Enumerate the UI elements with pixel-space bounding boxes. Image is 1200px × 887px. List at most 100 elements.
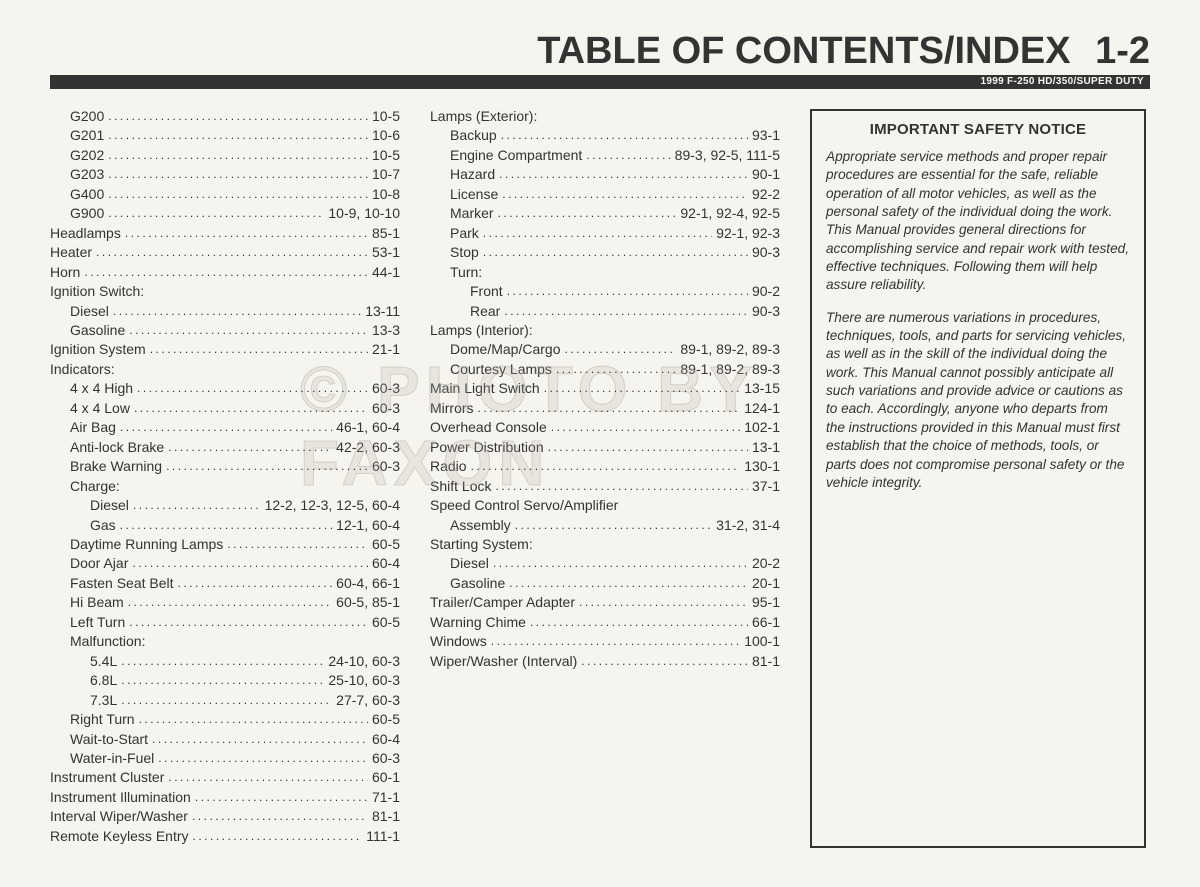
index-entry: Power Distribution 13-1 <box>430 440 780 454</box>
entry-page: 89-3, 92-5, 111-5 <box>675 148 780 162</box>
entry-label: Mirrors <box>430 401 474 415</box>
entry-label: 7.3L <box>90 693 117 707</box>
index-entry: G20110-6 <box>50 128 400 142</box>
index-entry: Radio130-1 <box>430 459 780 473</box>
entry-label: Rear <box>470 304 500 318</box>
entry-page: 102-1 <box>744 420 780 434</box>
entry-dots <box>581 655 748 667</box>
entry-dots <box>548 441 748 453</box>
entry-page: 60-1 <box>372 770 400 784</box>
entry-label: G202 <box>70 148 104 162</box>
header-subtitle: 1999 F-250 HD/350/SUPER DUTY <box>981 76 1144 87</box>
entry-page: 92-2 <box>752 187 780 201</box>
entry-label: Windows <box>430 634 487 648</box>
entry-dots <box>121 674 324 686</box>
entry-label: Dome/Map/Cargo <box>450 342 561 356</box>
index-entry: Heater53-1 <box>50 245 400 259</box>
entry-dots <box>108 168 368 180</box>
entry-dots <box>195 791 368 803</box>
entry-page: 24-10, 60-3 <box>328 654 400 668</box>
entry-dots <box>483 227 712 239</box>
index-entry: Headlamps85-1 <box>50 226 400 240</box>
entry-page: 13-15 <box>744 381 780 395</box>
entry-page: 100-1 <box>744 634 780 648</box>
entry-page: 60-4 <box>372 732 400 746</box>
entry-label: License <box>450 187 498 201</box>
entry-dots <box>121 655 324 667</box>
index-entry: Malfunction: <box>50 634 400 648</box>
entry-page: 130-1 <box>744 459 780 473</box>
entry-dots <box>178 577 333 589</box>
entry-label: Daytime Running Lamps <box>70 537 223 551</box>
index-entry: Dome/Map/Cargo89-1, 89-2, 89-3 <box>430 342 780 356</box>
entry-page: 21-1 <box>372 342 400 356</box>
entry-page: 90-1 <box>752 167 780 181</box>
entry-page: 60-4, 66-1 <box>336 576 400 590</box>
entry-dots <box>502 188 748 200</box>
entry-page: 60-5, 85-1 <box>336 595 400 609</box>
entry-label: G200 <box>70 109 104 123</box>
entry-page: 25-10, 60-3 <box>328 673 400 687</box>
index-entry: G202 10-5 <box>50 148 400 162</box>
index-entry: Assembly31-2, 31-4 <box>430 518 780 532</box>
entry-label: Power Distribution <box>430 440 544 454</box>
entry-dots <box>84 266 368 278</box>
page-header: TABLE OF CONTENTS/INDEX 1-2 <box>50 30 1150 73</box>
entry-label: Starting System: <box>430 537 533 551</box>
page-number: 1-2 <box>1095 30 1150 73</box>
entry-page: 10-9, 10-10 <box>328 206 400 220</box>
entry-dots <box>544 382 740 394</box>
entry-page: 20-1 <box>752 576 780 590</box>
entry-dots <box>491 635 740 647</box>
entry-dots <box>579 596 748 608</box>
index-entry: Left Turn60-5 <box>50 615 400 629</box>
index-entry: Anti-lock Brake42-2, 60-3 <box>50 440 400 454</box>
entry-page: 53-1 <box>372 245 400 259</box>
index-entry: Fasten Seat Belt60-4, 66-1 <box>50 576 400 590</box>
entry-label: Gas <box>90 518 116 532</box>
entry-dots <box>530 616 748 628</box>
index-entry: Indicators: <box>50 362 400 376</box>
index-entry: Wait-to-Start60-4 <box>50 732 400 746</box>
entry-page: 13-1 <box>752 440 780 454</box>
index-entry: Gas12-1, 60-4 <box>50 518 400 532</box>
entry-label: Assembly <box>450 518 511 532</box>
entry-page: 60-4 <box>372 556 400 570</box>
entry-page: 37-1 <box>752 479 780 493</box>
index-entry: G20310-7 <box>50 167 400 181</box>
entry-dots <box>128 596 332 608</box>
index-entry: 5.4L 24-10, 60-3 <box>50 654 400 668</box>
entry-dots <box>471 460 741 472</box>
entry-dots <box>134 402 368 414</box>
entry-page: 60-5 <box>372 537 400 551</box>
entry-page: 10-5 <box>372 148 400 162</box>
entry-label: Park <box>450 226 479 240</box>
entry-dots <box>509 577 748 589</box>
entry-label: Marker <box>450 206 494 220</box>
entry-label: Horn <box>50 265 80 279</box>
index-entry: Front90-2 <box>430 284 780 298</box>
index-entry: 6.8L25-10, 60-3 <box>50 673 400 687</box>
entry-dots <box>121 694 332 706</box>
entry-dots <box>501 129 748 141</box>
index-entry: Air Bag46-1, 60-4 <box>50 420 400 434</box>
entry-dots <box>96 246 368 258</box>
entry-label: Indicators: <box>50 362 115 376</box>
index-entry: Shift Lock37-1 <box>430 479 780 493</box>
entry-label: Backup <box>450 128 497 142</box>
entry-page: 93-1 <box>752 128 780 142</box>
entry-page: 10-8 <box>372 187 400 201</box>
entry-label: Wiper/Washer (Interval) <box>430 654 577 668</box>
entry-page: 13-11 <box>365 304 400 318</box>
notice-paragraph-1: Appropriate service methods and proper r… <box>826 148 1130 295</box>
index-entry: Brake Warning60-3 <box>50 459 400 473</box>
index-entry: Speed Control Servo/Amplifier <box>430 498 780 512</box>
entry-label: Gasoline <box>70 323 125 337</box>
index-entry: Warning Chime66-1 <box>430 615 780 629</box>
index-entry: Right Turn60-5 <box>50 712 400 726</box>
entry-dots <box>113 305 361 317</box>
entry-label: 4 x 4 Low <box>70 401 130 415</box>
entry-dots <box>120 421 332 433</box>
entry-label: 5.4L <box>90 654 117 668</box>
safety-notice-box: IMPORTANT SAFETY NOTICE Appropriate serv… <box>810 109 1146 848</box>
